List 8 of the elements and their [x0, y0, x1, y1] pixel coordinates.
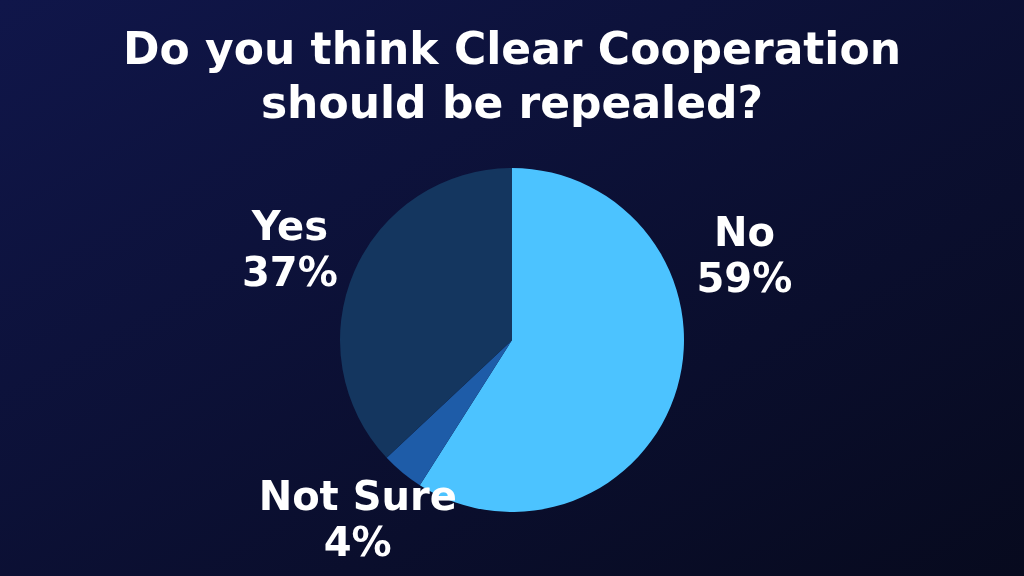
slice-label: No [713, 209, 775, 255]
pie-slice [340, 168, 512, 458]
chart-title: Do you think Clear Cooperation should be repealed? [122, 23, 902, 128]
data-label: 59% [696, 255, 793, 301]
slice-label: Yes [250, 202, 329, 249]
data-label: 37% [242, 248, 338, 295]
data-label: 4% [323, 519, 392, 565]
slice-label: Not Sure [258, 473, 457, 519]
